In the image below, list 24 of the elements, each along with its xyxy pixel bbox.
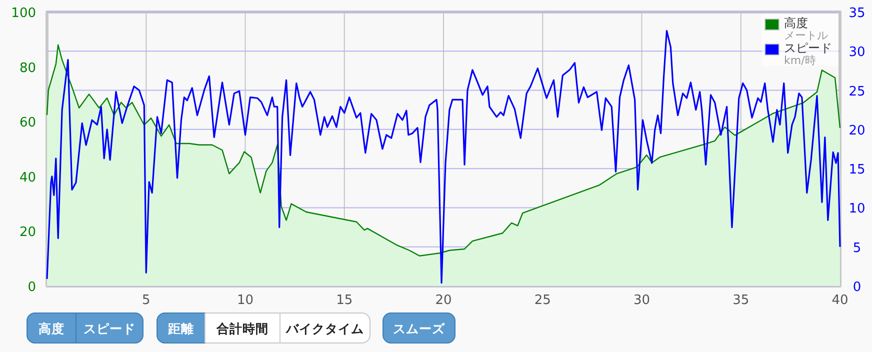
- y-tick-label: 20: [19, 225, 36, 240]
- y2-tick-label: 20: [848, 123, 866, 138]
- y2-tick-label: 30: [848, 45, 866, 60]
- y-tick-label: 40: [19, 170, 36, 186]
- y2-tick-label: 25: [848, 84, 866, 100]
- y2-tick-label: 5: [852, 240, 862, 256]
- x-tick-label: 40: [832, 293, 848, 308]
- x-tick-label: 25: [534, 293, 551, 308]
- x-tick-label: 20: [435, 293, 452, 308]
- y2-tick-label: 35: [848, 6, 866, 21]
- x-tick-label: 30: [633, 293, 650, 308]
- y2-tick-label: 15: [848, 162, 866, 178]
- y-tick-label: 100: [11, 6, 36, 21]
- x-tick-label: 35: [732, 293, 750, 308]
- legend-label: 高度メートル: [784, 16, 828, 42]
- x-tick-label: 15: [336, 293, 353, 308]
- y-tick-label: 80: [19, 60, 36, 76]
- x-tick-label: 10: [236, 293, 254, 308]
- y2-tick-label: 0: [852, 280, 862, 295]
- y-tick-label: 60: [19, 116, 36, 131]
- y-tick-label: 0: [28, 280, 36, 295]
- legend-label: スピードkm/時: [784, 41, 832, 67]
- y2-tick-label: 10: [848, 202, 866, 217]
- x-tick-label: 5: [142, 293, 150, 308]
